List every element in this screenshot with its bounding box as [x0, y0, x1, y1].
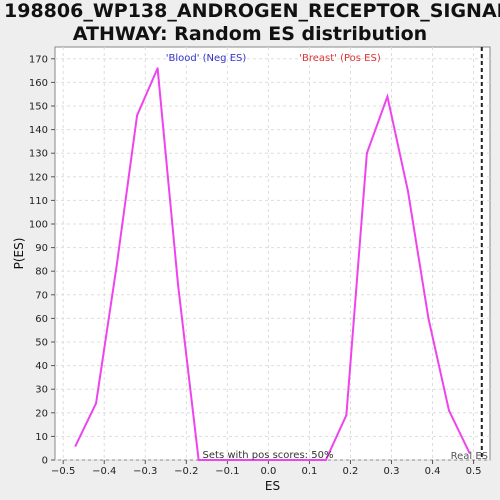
series-point	[324, 459, 327, 461]
x-axis-title: ES	[265, 479, 280, 493]
y-tick-label: 130	[29, 149, 48, 160]
y-tick-label: 80	[35, 267, 48, 278]
chart-title-line-1: 198806_WP138_ANDROGEN_RECEPTOR_SIGNALING…	[4, 0, 500, 22]
x-tick-label: −0.5	[51, 466, 75, 477]
y-tick-label: 170	[29, 54, 48, 65]
series-point	[345, 414, 348, 417]
x-tick-label: 0.1	[301, 466, 317, 477]
series-point	[177, 284, 180, 287]
y-tick-label: 30	[35, 385, 48, 396]
chart-title: 198806_WP138_ANDROGEN_RECEPTOR_SIGNALING…	[0, 0, 500, 46]
x-axis-ticks: −0.5 −0.4 −0.3 −0.2 −0.1 0.0 0.1 0.2 0.3 0.4 0.5	[51, 460, 482, 477]
y-tick-label: 150	[29, 102, 48, 113]
real-es-label: Real ES	[451, 451, 488, 462]
series-point	[386, 95, 389, 98]
series-point	[427, 317, 430, 320]
chart-title-line-2: ATHWAY: Random ES distribution	[72, 23, 428, 45]
series-point	[197, 459, 200, 461]
y-tick-label: 140	[29, 125, 48, 136]
series-points	[74, 67, 471, 461]
x-tick-label: 0.4	[425, 466, 441, 477]
y-tick-label: 70	[35, 290, 48, 301]
series-point	[406, 189, 409, 192]
y-tick-label: 50	[35, 338, 48, 349]
random-es-series-line	[74, 67, 471, 461]
series-point	[95, 402, 98, 405]
plot-area	[54, 46, 491, 461]
series-point	[136, 114, 139, 117]
pos-es-label: 'Breast' (Pos ES)	[299, 53, 381, 64]
x-tick-label: −0.4	[92, 466, 116, 477]
x-tick-label: −0.1	[215, 466, 239, 477]
x-tick-label: 0.5	[466, 466, 482, 477]
x-tick-label: 0.2	[343, 466, 359, 477]
y-tick-label: 90	[35, 243, 48, 254]
y-tick-label: 100	[29, 220, 48, 231]
x-tick-label: −0.3	[133, 466, 157, 477]
y-tick-label: 110	[29, 196, 48, 207]
x-tick-label: −0.2	[174, 466, 198, 477]
y-axis-ticks: 0 10 20 30 40 50 60 70 80 90 100 110 120 130 140 150 160…	[29, 54, 55, 467]
y-tick-label: 40	[35, 361, 48, 372]
series-point	[218, 459, 221, 461]
pos-scores-annotation: Sets with pos scores: 50%	[203, 450, 334, 461]
y-tick-label: 120	[29, 172, 48, 183]
neg-es-label: 'Blood' (Neg ES)	[166, 53, 247, 64]
series-point	[74, 444, 77, 447]
y-tick-label: 160	[29, 78, 48, 89]
x-tick-label: 0.0	[260, 466, 276, 477]
series-point	[156, 67, 159, 70]
y-tick-label: 20	[35, 408, 48, 419]
series-point	[115, 265, 118, 268]
y-tick-label: 60	[35, 314, 48, 325]
y-axis-title: P(ES)	[12, 238, 26, 270]
grid-lines	[55, 47, 490, 461]
series-point	[468, 451, 471, 454]
x-tick-label: 0.3	[384, 466, 400, 477]
y-tick-label: 10	[35, 432, 48, 443]
series-point	[447, 409, 450, 412]
y-tick-label: 0	[42, 456, 48, 467]
series-point	[365, 152, 368, 155]
